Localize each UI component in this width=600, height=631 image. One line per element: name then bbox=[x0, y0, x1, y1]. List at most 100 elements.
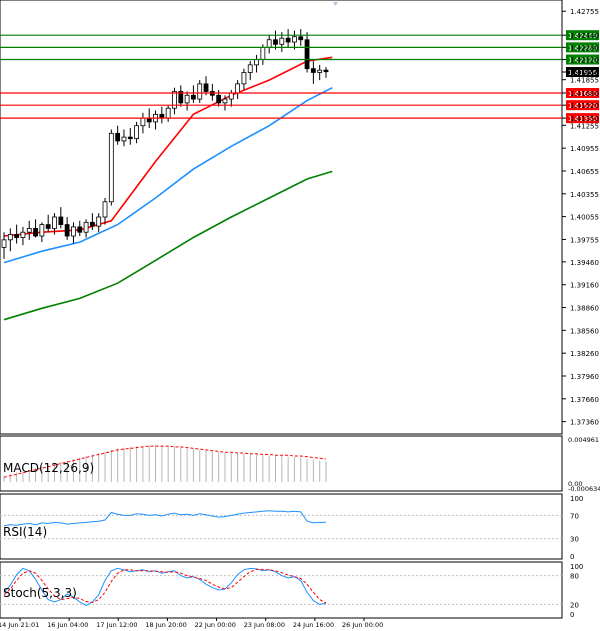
macd-signal-line bbox=[3, 445, 327, 478]
candle-body bbox=[292, 36, 297, 43]
time-tick-label: 22 Jun 00:00 bbox=[195, 621, 236, 629]
stoch-panel bbox=[0, 561, 563, 619]
candle bbox=[304, 32, 310, 73]
candle bbox=[45, 214, 51, 233]
candle-body bbox=[317, 69, 323, 73]
price-level-label: 1.42280 bbox=[568, 44, 597, 52]
candle-body bbox=[298, 36, 304, 41]
rsi-tick-label: 0 bbox=[570, 553, 574, 561]
price-level-badge bbox=[566, 113, 599, 124]
candle bbox=[241, 68, 247, 90]
candle-body bbox=[323, 69, 329, 73]
price-tick-label: 1.41350 bbox=[570, 115, 599, 123]
candle-body bbox=[228, 92, 234, 100]
price-tick-label: 1.40055 bbox=[570, 214, 599, 222]
candle bbox=[14, 224, 20, 244]
price-tick-label: 1.39460 bbox=[570, 259, 599, 267]
stoch-tick-label: 0 bbox=[570, 611, 574, 619]
time-tick-label: 26 Jun 00:00 bbox=[342, 621, 383, 629]
candle-body bbox=[140, 117, 146, 127]
candle bbox=[323, 67, 329, 78]
price-tick-label: 1.40955 bbox=[570, 145, 599, 153]
price-tick-label: 1.37360 bbox=[570, 419, 599, 427]
rsi-tick-label: 30 bbox=[570, 536, 579, 544]
candle-body bbox=[20, 231, 26, 238]
candle-body bbox=[45, 224, 51, 229]
candle-body bbox=[247, 64, 253, 73]
candle bbox=[310, 61, 316, 84]
candle-body bbox=[310, 68, 316, 73]
rsi-panel bbox=[0, 493, 563, 560]
candle bbox=[285, 29, 291, 48]
stoch-tick-label: 100 bbox=[570, 563, 583, 571]
candle-body bbox=[241, 72, 247, 85]
candle-body bbox=[191, 94, 196, 100]
candle bbox=[89, 213, 95, 230]
candle-body bbox=[7, 234, 13, 241]
candle bbox=[7, 228, 13, 252]
price-tick-label: 1.38860 bbox=[570, 305, 599, 313]
candle bbox=[222, 95, 228, 111]
candle bbox=[127, 127, 133, 145]
candle-body bbox=[273, 39, 278, 45]
candle-body bbox=[127, 136, 133, 140]
rsi-line bbox=[3, 510, 326, 527]
candle bbox=[292, 30, 297, 50]
candle-body bbox=[178, 91, 184, 104]
candle-body bbox=[58, 216, 64, 226]
candle bbox=[317, 64, 323, 81]
candle-body bbox=[165, 107, 171, 119]
candle-body bbox=[172, 91, 177, 109]
candle-body bbox=[235, 83, 241, 94]
candle-body bbox=[39, 224, 45, 237]
candle bbox=[52, 213, 57, 235]
candle-body bbox=[266, 39, 272, 48]
price-level-label: 1.42440 bbox=[568, 32, 597, 40]
candle bbox=[1, 232, 7, 259]
candle-body bbox=[197, 83, 203, 100]
price-level-label: 1.41350 bbox=[568, 115, 597, 123]
candle bbox=[96, 213, 102, 233]
candle-body bbox=[1, 239, 7, 248]
candle-body bbox=[83, 221, 89, 233]
price-tick-label: 1.42120 bbox=[570, 57, 599, 65]
candle bbox=[134, 121, 139, 144]
price-level-badge bbox=[566, 54, 599, 65]
rsi-tick-label: 70 bbox=[570, 512, 579, 520]
candle bbox=[108, 129, 114, 206]
candle-body bbox=[254, 59, 259, 66]
time-tick-label: 23 Jun 08:00 bbox=[244, 621, 285, 629]
candle bbox=[26, 220, 32, 240]
price-level-badge bbox=[566, 100, 599, 111]
candle-body bbox=[64, 224, 70, 237]
price-tick-label: 1.39755 bbox=[570, 236, 599, 244]
candle bbox=[71, 222, 76, 244]
macd-tick-label: 0.00 bbox=[568, 480, 582, 488]
rsi-tick-label: 100 bbox=[570, 495, 583, 503]
candle bbox=[77, 220, 83, 237]
macd-label: MACD(12,26,9) bbox=[3, 461, 94, 475]
price-level-badge bbox=[566, 88, 599, 99]
candle-body bbox=[121, 136, 127, 142]
candle-body bbox=[102, 201, 108, 218]
current-price-label: 1.41956 bbox=[568, 69, 597, 77]
price-tick-label: 1.41680 bbox=[570, 90, 599, 98]
price-tick-label: 1.41255 bbox=[570, 122, 599, 130]
price-tick-label: 1.42280 bbox=[570, 44, 599, 52]
moving-average-line bbox=[3, 86, 333, 264]
price-tick-label: 1.38560 bbox=[570, 327, 599, 335]
chart-shift-marker-icon bbox=[333, 2, 338, 6]
candle bbox=[247, 61, 253, 81]
price-tick-label: 1.40655 bbox=[570, 168, 599, 176]
candle bbox=[83, 219, 89, 238]
candle bbox=[197, 80, 203, 103]
candle-body bbox=[285, 37, 291, 43]
candle-body bbox=[33, 228, 38, 237]
candle bbox=[191, 85, 196, 103]
price-level-badge bbox=[566, 42, 599, 53]
price-level-label: 1.41520 bbox=[568, 102, 597, 110]
candle bbox=[33, 219, 38, 238]
candle-body bbox=[134, 125, 139, 140]
price-tick-label: 1.40355 bbox=[570, 191, 599, 199]
